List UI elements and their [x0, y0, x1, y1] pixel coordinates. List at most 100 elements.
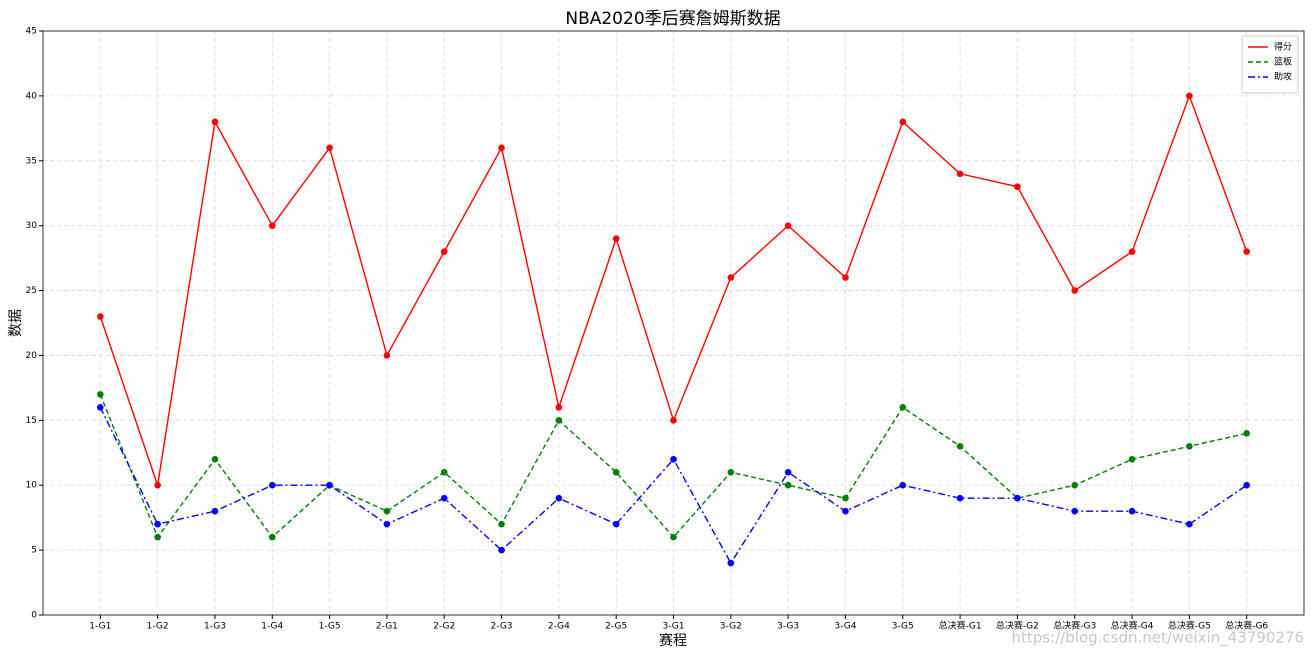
x-tick-label: 1-G4 [261, 622, 283, 632]
data-point [555, 417, 563, 424]
data-point [670, 533, 677, 541]
x-tick-label: 1-G2 [147, 622, 169, 632]
y-tick-label: 30 [26, 221, 38, 231]
x-tick-label: 总决赛-G3 [1053, 620, 1096, 632]
x-axis-label: 赛程 [659, 633, 687, 649]
data-point [1128, 455, 1136, 463]
data-point [1186, 520, 1193, 528]
y-tick-label: 0 [31, 611, 37, 621]
x-tick-label: 1-G5 [319, 622, 341, 632]
data-point [1128, 507, 1136, 515]
data-point [842, 274, 849, 281]
data-point [326, 481, 333, 489]
data-point [899, 404, 907, 411]
data-point [97, 391, 104, 398]
data-point [670, 417, 677, 424]
data-point [727, 468, 735, 476]
chart-title: NBA2020季后赛詹姆斯数据 [565, 8, 780, 29]
data-point [268, 481, 276, 489]
data-point [1014, 183, 1021, 191]
data-point [1243, 248, 1250, 255]
data-point [842, 494, 849, 502]
data-point [440, 248, 448, 255]
x-tick-label: 2-G1 [376, 622, 398, 632]
data-point [612, 468, 620, 476]
data-point [1243, 430, 1250, 437]
y-tick-label: 10 [26, 481, 38, 491]
x-tick-label: 总决赛-G6 [1225, 620, 1268, 632]
x-tick-label: 总决赛-G2 [996, 620, 1039, 632]
data-point [899, 118, 907, 126]
data-point [727, 559, 735, 567]
x-tick-label: 3-G2 [720, 622, 742, 632]
data-point [383, 507, 391, 515]
y-tick-label: 15 [26, 416, 37, 426]
legend-box [1241, 35, 1299, 94]
data-point [555, 494, 563, 502]
data-point [498, 546, 505, 554]
data-point [326, 144, 333, 152]
x-tick-label: 总决赛-G1 [939, 620, 982, 632]
data-point [1128, 248, 1136, 255]
y-tick-label: 40 [26, 91, 38, 101]
x-tick-label: 1-G1 [89, 622, 111, 632]
data-point [899, 481, 907, 489]
legend-label: 助攻 [1274, 71, 1292, 83]
data-point [727, 274, 735, 281]
x-tick-label: 2-G4 [548, 622, 570, 632]
data-point [154, 533, 161, 541]
x-tick-label: 2-G2 [433, 622, 455, 632]
data-point [440, 494, 448, 502]
x-tick-label: 2-G5 [605, 622, 627, 632]
data-point [555, 404, 563, 411]
data-point [1243, 481, 1250, 489]
data-point [1071, 481, 1079, 489]
legend-label: 得分 [1274, 41, 1292, 53]
data-point [1071, 507, 1079, 515]
data-point [498, 144, 505, 152]
x-tick-label: 2-G3 [491, 622, 513, 632]
data-point [154, 481, 161, 489]
y-tick-label: 35 [26, 156, 37, 166]
data-point [383, 352, 391, 359]
data-point [956, 170, 964, 178]
y-tick-label: 20 [26, 351, 38, 361]
data-point [211, 507, 219, 515]
data-point [1071, 287, 1079, 294]
data-point [97, 404, 104, 411]
y-tick-label: 45 [26, 27, 37, 37]
x-tick-label: 1-G3 [204, 622, 226, 632]
data-point [1014, 494, 1021, 502]
data-point [956, 494, 964, 502]
data-point [154, 520, 161, 528]
x-tick-label: 总决赛-G5 [1168, 620, 1211, 632]
data-point [268, 533, 276, 541]
x-tick-label: 3-G5 [892, 622, 914, 632]
data-point [383, 520, 391, 528]
data-point [842, 507, 849, 515]
data-point [670, 455, 677, 463]
data-point [612, 520, 620, 528]
plot-frame [42, 30, 1305, 616]
data-point [97, 313, 104, 320]
data-point [1186, 442, 1193, 450]
data-point [784, 222, 792, 229]
data-point [784, 468, 792, 476]
data-point [211, 118, 219, 126]
data-point [268, 222, 276, 229]
x-tick-label: 3-G1 [662, 622, 684, 632]
y-axis-label: 数据 [8, 309, 24, 337]
y-tick-label: 5 [31, 546, 37, 556]
x-tick-label: 总决赛-G4 [1111, 620, 1154, 632]
legend-label: 篮板 [1274, 56, 1292, 68]
data-point [211, 455, 219, 463]
data-point [440, 468, 448, 476]
data-point [498, 520, 505, 528]
data-point [1186, 92, 1193, 100]
watermark: https://blog.csdn.net/weixin_43790276 [1011, 629, 1304, 648]
data-point [784, 481, 792, 489]
x-tick-label: 3-G4 [834, 622, 856, 632]
x-tick-label: 3-G3 [777, 622, 799, 632]
